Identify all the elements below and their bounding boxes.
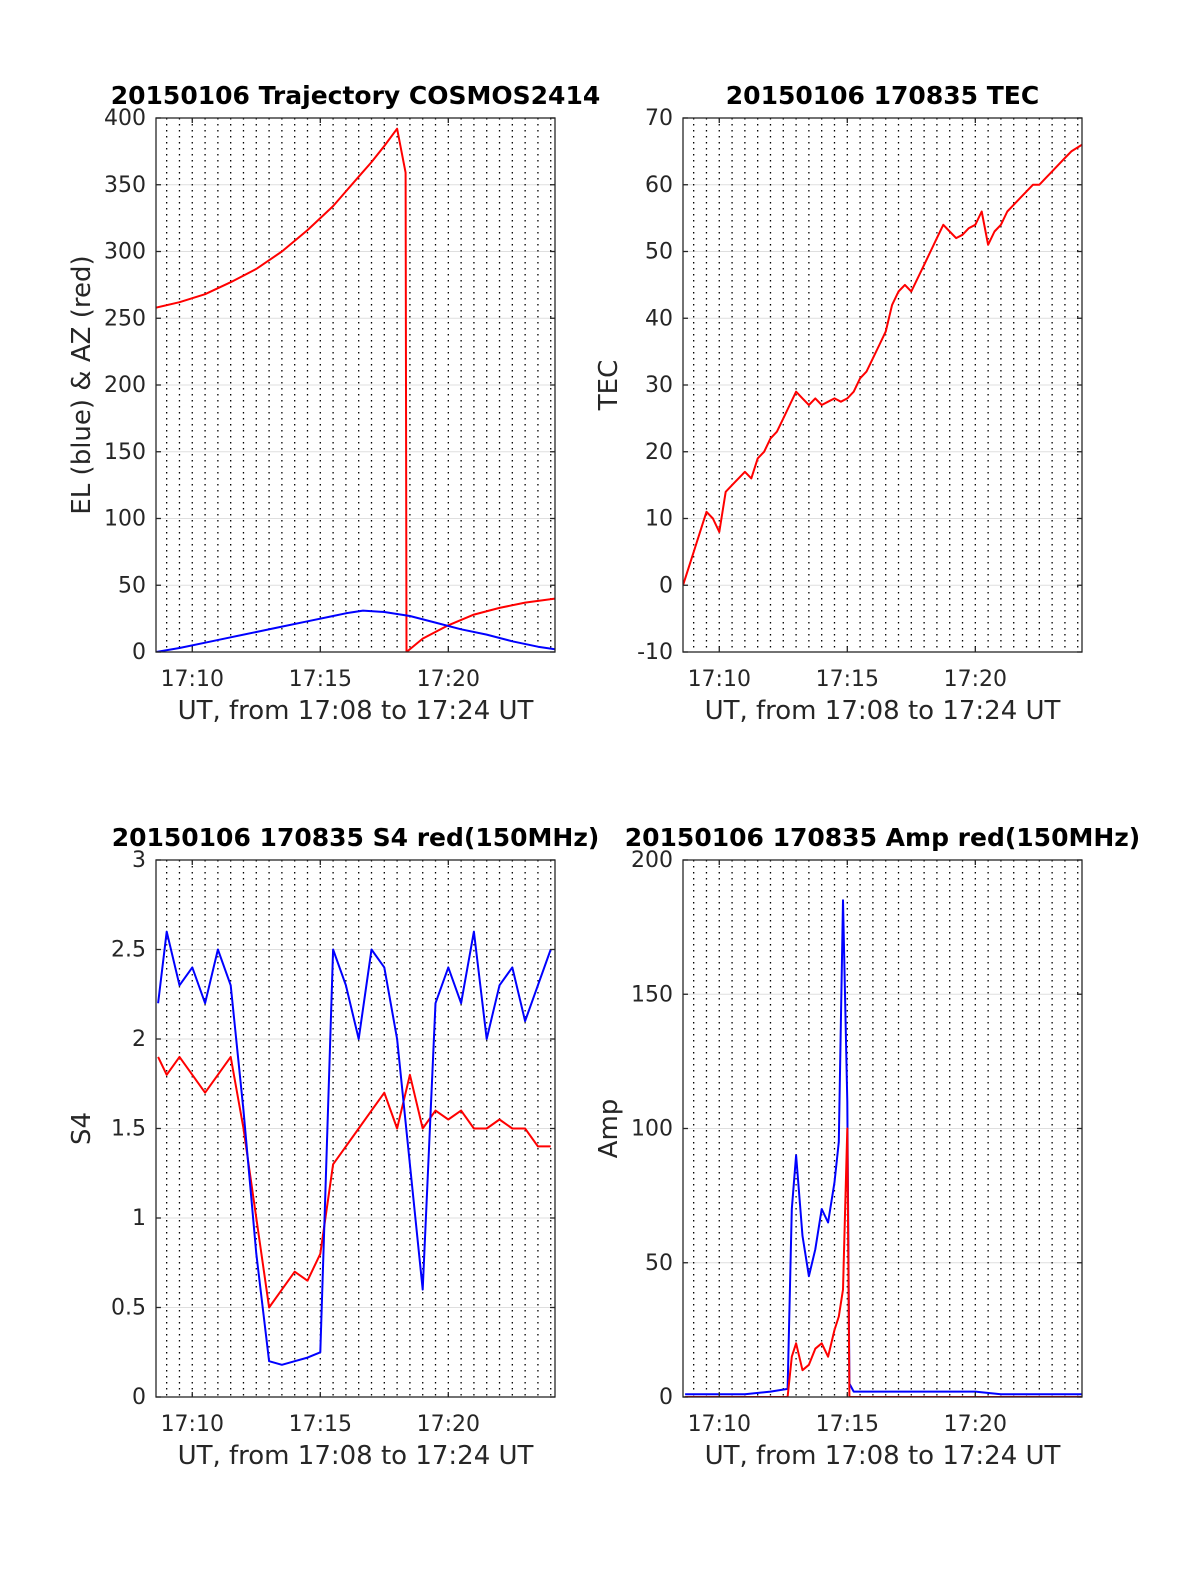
s4-xtick-label-1: 17:15	[289, 1412, 352, 1437]
s4-ytick-label-3: 1.5	[111, 1117, 146, 1142]
tec-ylabel: TEC	[594, 360, 624, 411]
tec-series-0	[683, 143, 1082, 586]
trajectory-title: 20150106 Trajectory COSMOS2414	[111, 81, 601, 110]
tec-ytick-label-1: 0	[659, 573, 673, 598]
s4-xtick-label-0: 17:10	[161, 1412, 224, 1437]
tec-ytick-label-2: 10	[645, 507, 673, 532]
amp-ytick-label-4: 200	[631, 848, 673, 873]
s4-xtick-label-2: 17:20	[417, 1412, 480, 1437]
trajectory-ytick-label-6: 300	[104, 240, 146, 265]
trajectory-ytick-label-0: 0	[132, 640, 146, 665]
trajectory-xtick-label-0: 17:10	[161, 667, 224, 692]
trajectory-xlabel: UT, from 17:08 to 17:24 UT	[178, 696, 534, 726]
trajectory-ytick-label-7: 350	[104, 173, 146, 198]
axes-tec: -10 0 10 20 30 40 50 60 70 17:10 17:15 17:20 2015010…	[594, 81, 1083, 726]
axes-amp: 0 50 100 150 200 17:10 17:15 17:20 20150106 1708…	[594, 823, 1140, 1471]
s4-ylabel: S4	[67, 1112, 97, 1145]
amp-ytick-label-3: 150	[631, 982, 673, 1007]
amp-ytick-label-1: 50	[645, 1251, 673, 1276]
tec-xtick-label-0: 17:10	[688, 667, 751, 692]
s4-ytick-label-6: 3	[132, 848, 146, 873]
trajectory-series-1	[156, 609, 555, 652]
amp-ytick-label-0: 0	[659, 1385, 673, 1410]
s4-ytick-label-0: 0	[132, 1385, 146, 1410]
amp-series-1	[685, 1127, 1082, 1397]
s4-ytick-label-4: 2	[132, 1027, 146, 1052]
s4-ytick-label-5: 2.5	[111, 938, 146, 963]
trajectory-ytick-label-3: 150	[104, 440, 146, 465]
axes-s4: 0 0.5 1 1.5 2 2.5 3 17:10 17:15 17:20 20150106 170…	[67, 823, 599, 1471]
trajectory-ytick-label-2: 100	[104, 507, 146, 532]
tec-ytick-label-7: 60	[645, 173, 673, 198]
amp-ylabel: Amp	[594, 1099, 624, 1159]
tec-ytick-label-8: 70	[645, 106, 673, 131]
s4-series-1	[157, 930, 552, 1366]
tec-ytick-label-6: 50	[645, 240, 673, 265]
trajectory-xtick-label-2: 17:20	[417, 667, 480, 692]
trajectory-ylabel: EL (blue) & AZ (red)	[67, 255, 97, 514]
amp-series-0	[685, 899, 1082, 1396]
trajectory-xtick-label-1: 17:15	[289, 667, 352, 692]
tec-xtick-label-2: 17:20	[944, 667, 1007, 692]
tec-ytick-label-0: -10	[637, 640, 673, 665]
trajectory-ytick-label-4: 200	[104, 373, 146, 398]
amp-xtick-label-1: 17:15	[816, 1412, 879, 1437]
trajectory-ytick-label-8: 400	[104, 106, 146, 131]
s4-series-0	[157, 1055, 551, 1309]
trajectory-series-0	[156, 127, 555, 652]
trajectory-ytick-label-5: 250	[104, 306, 146, 331]
amp-ytick-label-2: 100	[631, 1117, 673, 1142]
tec-ytick-label-5: 40	[645, 306, 673, 331]
axes-trajectory: 0 50 100 150 200 250 300 350 400 17:10 17:15 17:20 2…	[67, 81, 600, 726]
tec-title: 20150106 170835 TEC	[726, 81, 1039, 110]
s4-title: 20150106 170835 S4 red(150MHz)	[112, 823, 600, 852]
tec-ytick-label-4: 30	[645, 373, 673, 398]
trajectory-ytick-label-1: 50	[118, 573, 146, 598]
tec-xlabel: UT, from 17:08 to 17:24 UT	[705, 696, 1061, 726]
amp-xtick-label-0: 17:10	[688, 1412, 751, 1437]
s4-ytick-label-2: 1	[132, 1206, 146, 1231]
amp-xtick-label-2: 17:20	[944, 1412, 1007, 1437]
s4-xlabel: UT, from 17:08 to 17:24 UT	[178, 1441, 534, 1471]
amp-xlabel: UT, from 17:08 to 17:24 UT	[705, 1441, 1061, 1471]
tec-ytick-label-3: 20	[645, 440, 673, 465]
tec-xtick-label-1: 17:15	[816, 667, 879, 692]
s4-ytick-label-1: 0.5	[111, 1296, 146, 1321]
amp-title: 20150106 170835 Amp red(150MHz)	[625, 823, 1141, 852]
